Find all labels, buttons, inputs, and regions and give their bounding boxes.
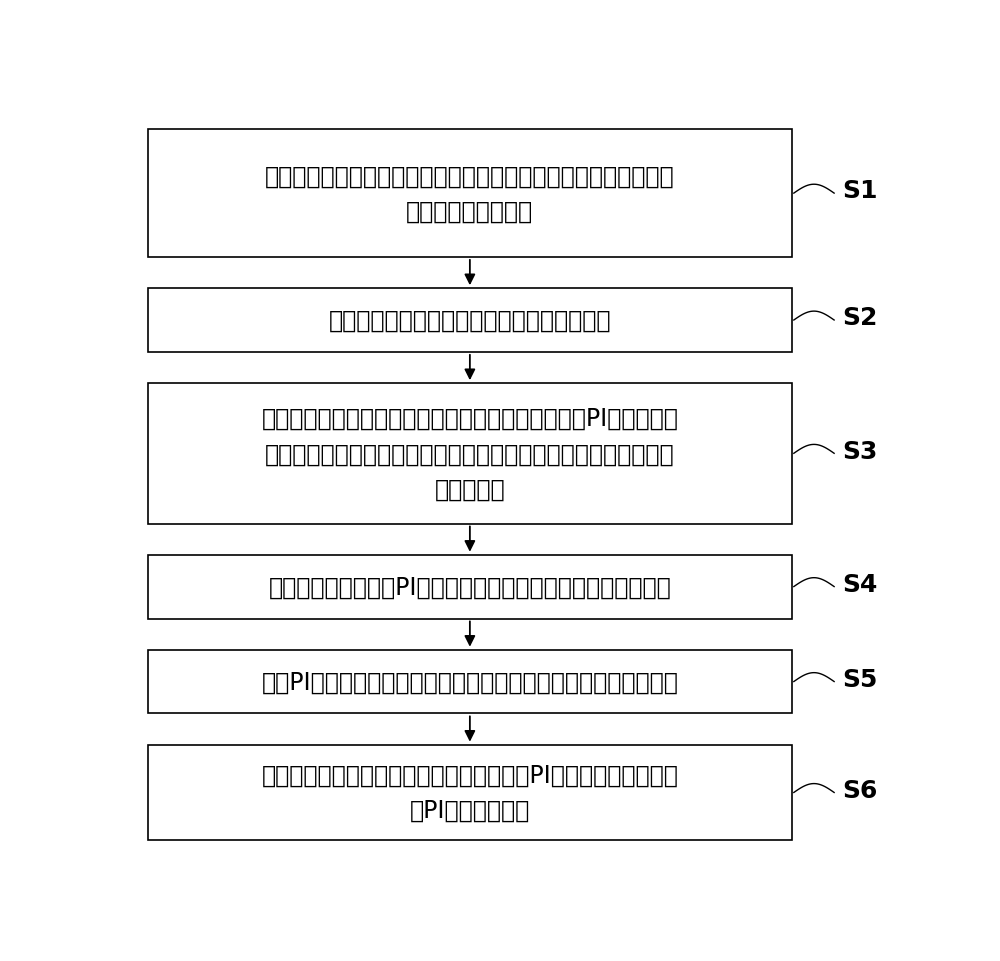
Text: 获取接收腔的温度阶跃响应曲线，并辨识接收腔的数学模型，数学
模型包括多个参数；: 获取接收腔的温度阶跃响应曲线，并辨识接收腔的数学模型，数学 模型包括多个参数； — [265, 164, 675, 224]
Text: 建立数学模型参数与PI控制器参数的关系，获得第一控制策略；: 建立数学模型参数与PI控制器参数的关系，获得第一控制策略； — [268, 575, 671, 599]
Bar — [148, 130, 792, 258]
Bar — [148, 383, 792, 524]
Bar — [148, 745, 792, 841]
Text: S2: S2 — [842, 306, 877, 330]
Text: S5: S5 — [842, 667, 877, 691]
Text: 根据第一控制策略、第二控制策略和预设的PI控制器参数信息表计
算PI控制器参数。: 根据第一控制策略、第二控制策略和预设的PI控制器参数信息表计 算PI控制器参数。 — [261, 763, 678, 823]
Bar — [148, 650, 792, 714]
Text: 建立PI控制器参数与接收腔的灵敏度的关系，获得第二控制策略；: 建立PI控制器参数与接收腔的灵敏度的关系，获得第二控制策略； — [261, 670, 678, 694]
Text: S4: S4 — [842, 573, 877, 596]
Text: S1: S1 — [842, 180, 877, 203]
Bar — [148, 555, 792, 619]
Text: S3: S3 — [842, 439, 877, 463]
Bar — [148, 288, 792, 353]
Text: 根据温度阶跃响应曲线，确定数学模型参数；: 根据温度阶跃响应曲线，确定数学模型参数； — [329, 308, 611, 333]
Text: 在辐射观测阶段，在恒定的电加热功率作用下，采用PI控制器调节
所述接收腔的温度，直至将初始腔温调回热平衡状态，获取接收腔
的灵敏度；: 在辐射观测阶段，在恒定的电加热功率作用下，采用PI控制器调节 所述接收腔的温度，… — [261, 407, 678, 502]
Text: S6: S6 — [842, 778, 877, 802]
